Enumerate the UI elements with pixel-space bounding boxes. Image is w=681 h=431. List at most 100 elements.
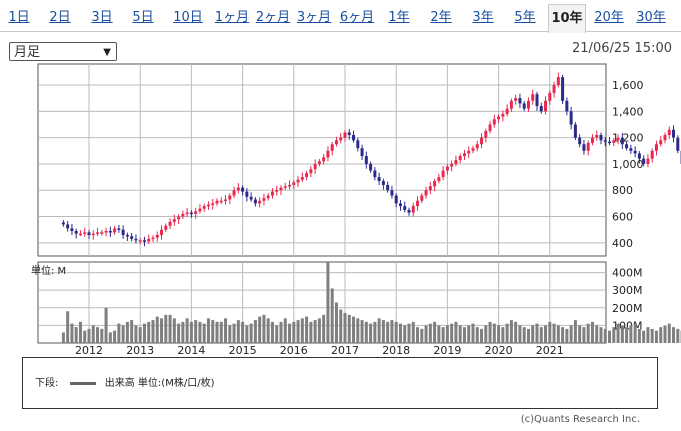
candle-body — [339, 137, 343, 141]
x-tick-label: 2012 — [75, 344, 103, 357]
tab-2[interactable]: 3日 — [91, 10, 113, 25]
volume-bar — [484, 325, 488, 343]
volume-bar — [586, 323, 590, 343]
candle-body — [215, 200, 219, 204]
volume-bar — [356, 318, 360, 343]
candle-body — [356, 140, 360, 149]
candle-body — [505, 108, 509, 114]
candle-body — [535, 94, 539, 107]
candle-body — [138, 240, 142, 242]
tab-9[interactable]: 1年 — [388, 10, 410, 25]
volume-bar — [612, 327, 616, 343]
candle-body — [317, 161, 321, 164]
volume-bar — [74, 327, 78, 343]
candle-body — [462, 153, 466, 157]
volume-bar — [437, 325, 441, 343]
volume-bar — [313, 320, 317, 343]
tab-4[interactable]: 10日 — [173, 10, 203, 25]
volume-bar — [497, 325, 501, 343]
candle-body — [492, 119, 496, 125]
x-tick-label: 2017 — [331, 344, 359, 357]
volume-bar — [369, 323, 373, 343]
volume-bar — [147, 321, 151, 343]
candle-body — [509, 100, 513, 109]
candle-body — [467, 150, 471, 154]
volume-bar — [185, 318, 189, 343]
candle-body — [66, 224, 70, 229]
candle-body — [428, 186, 432, 191]
volume-bar — [522, 327, 526, 343]
x-tick-label: 2020 — [485, 344, 513, 357]
candle-body — [219, 200, 223, 203]
volume-bar — [339, 309, 343, 343]
volume-bar — [663, 325, 667, 343]
x-tick-label: 2019 — [433, 344, 461, 357]
volume-bar — [300, 318, 304, 343]
volume-bar — [471, 323, 475, 343]
tab-5[interactable]: 1ヶ月 — [214, 10, 250, 25]
candle-body — [633, 150, 637, 154]
candle-body — [104, 231, 108, 233]
candle-body — [245, 191, 249, 197]
tab-3[interactable]: 5日 — [132, 10, 154, 25]
volume-bar — [224, 318, 228, 343]
candle-body — [526, 100, 530, 109]
volume-bar — [428, 323, 432, 343]
tab-14[interactable]: 20年 — [594, 10, 624, 25]
volume-bar — [172, 318, 176, 343]
candle-body — [403, 206, 407, 210]
volume-bar — [142, 323, 146, 343]
candle-body — [573, 124, 577, 138]
tab-10[interactable]: 2年 — [430, 10, 452, 25]
tab-6[interactable]: 2ヶ月 — [255, 10, 291, 25]
tab-13[interactable]: 10年 — [548, 4, 586, 33]
x-tick-label: 2016 — [280, 344, 308, 357]
candle-body — [253, 199, 257, 204]
candle-body — [531, 94, 535, 101]
volume-bar — [66, 311, 70, 343]
volume-bar — [561, 327, 565, 343]
volume-bar — [249, 323, 253, 343]
tab-8[interactable]: 6ヶ月 — [339, 10, 375, 25]
volume-bar — [364, 321, 368, 343]
volume-bar — [501, 327, 505, 343]
tab-1[interactable]: 2日 — [49, 10, 71, 25]
y-tick-label: 1,200 — [612, 132, 644, 145]
candle-body — [142, 240, 146, 242]
volume-bar — [650, 328, 654, 343]
volume-bar — [108, 332, 112, 343]
candle-body — [91, 233, 95, 236]
tab-0[interactable]: 1日 — [8, 10, 30, 25]
volume-bar — [654, 330, 658, 343]
volume-bar — [441, 327, 445, 343]
candle-body — [134, 238, 138, 241]
candle-body — [437, 177, 441, 182]
volume-bar — [599, 327, 603, 343]
candle-body — [497, 116, 501, 120]
candle-period-select[interactable]: 月足 ▼ — [9, 42, 117, 61]
candle-body — [279, 187, 283, 191]
tab-15[interactable]: 30年 — [636, 10, 666, 25]
candle-body — [292, 182, 296, 185]
tab-11[interactable]: 3年 — [472, 10, 494, 25]
y-tick-label: 800 — [612, 184, 633, 197]
candle-body — [475, 144, 479, 149]
volume-bar — [394, 321, 398, 343]
candle-body — [514, 98, 518, 101]
tab-7[interactable]: 3ヶ月 — [296, 10, 332, 25]
volume-bar — [279, 321, 283, 343]
x-tick-label: 2013 — [126, 344, 154, 357]
volume-bar — [531, 325, 535, 343]
volume-bar — [544, 325, 548, 343]
volume-bar — [177, 323, 181, 343]
candle-body — [147, 238, 151, 242]
candle-body — [330, 144, 334, 151]
volume-bar — [87, 328, 91, 343]
candle-body — [155, 234, 159, 238]
candle-body — [458, 156, 462, 160]
volume-bar — [509, 320, 513, 343]
candle-body — [599, 135, 603, 141]
candle-body — [275, 190, 279, 192]
candle-body — [343, 132, 347, 138]
tab-12[interactable]: 5年 — [514, 10, 536, 25]
